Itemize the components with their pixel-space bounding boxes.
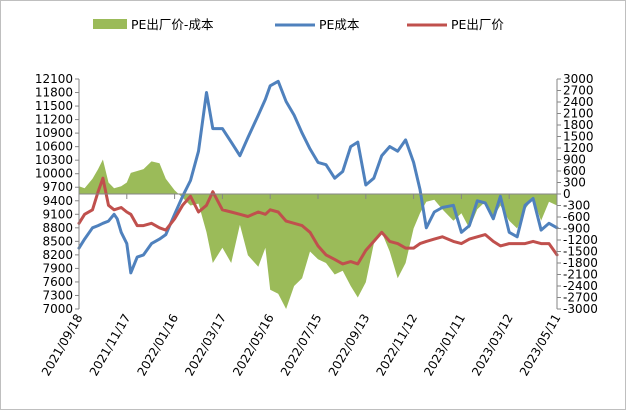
left-tick-label: 12100 bbox=[35, 72, 73, 86]
right-tick-label: -2100 bbox=[563, 268, 598, 282]
right-tick-label: -300 bbox=[563, 199, 590, 213]
line-series-1 bbox=[77, 79, 559, 275]
right-tick-label: 1200 bbox=[563, 141, 594, 155]
legend-label: PE成本 bbox=[319, 17, 360, 32]
lines-layer bbox=[77, 79, 559, 275]
left-tick-label: 8200 bbox=[42, 248, 73, 262]
right-tick-label: -1200 bbox=[563, 233, 598, 247]
right-tick-label: -1500 bbox=[563, 245, 598, 259]
right-tick-label: -900 bbox=[563, 222, 590, 236]
left-tick-label: 8500 bbox=[42, 234, 73, 248]
left-tick-label: 10900 bbox=[35, 126, 73, 140]
right-tick-label: 900 bbox=[563, 153, 586, 167]
right-tick-label: 1800 bbox=[563, 118, 594, 132]
x-tick-label: 2022/05/16 bbox=[230, 312, 277, 379]
left-tick-label: 11800 bbox=[35, 86, 73, 100]
right-tick-label: 3000 bbox=[563, 72, 594, 86]
right-tick-label: -1800 bbox=[563, 256, 598, 270]
area-series-0 bbox=[79, 159, 557, 309]
right-tick-label: -3000 bbox=[563, 302, 598, 316]
left-tick-label: 10000 bbox=[35, 167, 73, 181]
left-tick-label: 11200 bbox=[35, 113, 73, 127]
x-tick-label: 2022/07/15 bbox=[278, 312, 325, 379]
left-tick-label: 9400 bbox=[42, 194, 73, 208]
x-tick-label: 2022/09/13 bbox=[326, 312, 373, 379]
right-tick-label: 0 bbox=[563, 187, 571, 201]
right-tick-label: 2100 bbox=[563, 107, 594, 121]
x-tick-label: 2022/03/17 bbox=[182, 312, 229, 379]
right-tick-label: 600 bbox=[563, 164, 586, 178]
line-series-2 bbox=[77, 176, 559, 266]
right-tick-label: 2400 bbox=[563, 95, 594, 109]
legend-label: PE出厂价 bbox=[451, 17, 504, 32]
left-tick-label: 10300 bbox=[35, 153, 73, 167]
right-tick-label: 1500 bbox=[563, 130, 594, 144]
left-tick-label: 9700 bbox=[42, 180, 73, 194]
left-tick-label: 9100 bbox=[42, 207, 73, 221]
x-tick-label: 2023/01/11 bbox=[421, 312, 468, 379]
x-tick-label: 2021/09/18 bbox=[39, 312, 86, 379]
legend: PE出厂价-成本 PE成本 PE出厂价 bbox=[93, 17, 504, 32]
left-tick-label: 10600 bbox=[35, 140, 73, 154]
right-tick-label: 2700 bbox=[563, 84, 594, 98]
left-tick-label: 7900 bbox=[42, 261, 73, 275]
x-tick-label: 2022/01/16 bbox=[134, 312, 181, 379]
right-tick-label: 300 bbox=[563, 176, 586, 190]
legend-swatch-area bbox=[93, 19, 127, 29]
left-tick-label: 7300 bbox=[42, 288, 73, 302]
x-tick-label: 2023/03/12 bbox=[469, 312, 516, 379]
x-tick-label: 2023/05/11 bbox=[517, 312, 564, 379]
legend-label: PE出厂价-成本 bbox=[131, 17, 214, 32]
left-tick-label: 7600 bbox=[42, 275, 73, 289]
left-tick-label: 11500 bbox=[35, 99, 73, 113]
right-tick-label: -2400 bbox=[563, 279, 598, 293]
x-tick-label: 2022/11/12 bbox=[373, 312, 420, 379]
area-layer bbox=[79, 159, 557, 309]
right-tick-label: -600 bbox=[563, 210, 590, 224]
x-tick-label: 2021/11/17 bbox=[87, 312, 134, 379]
left-tick-label: 7000 bbox=[42, 302, 73, 316]
right-tick-label: -2700 bbox=[563, 291, 598, 305]
left-tick-label: 8800 bbox=[42, 221, 73, 235]
